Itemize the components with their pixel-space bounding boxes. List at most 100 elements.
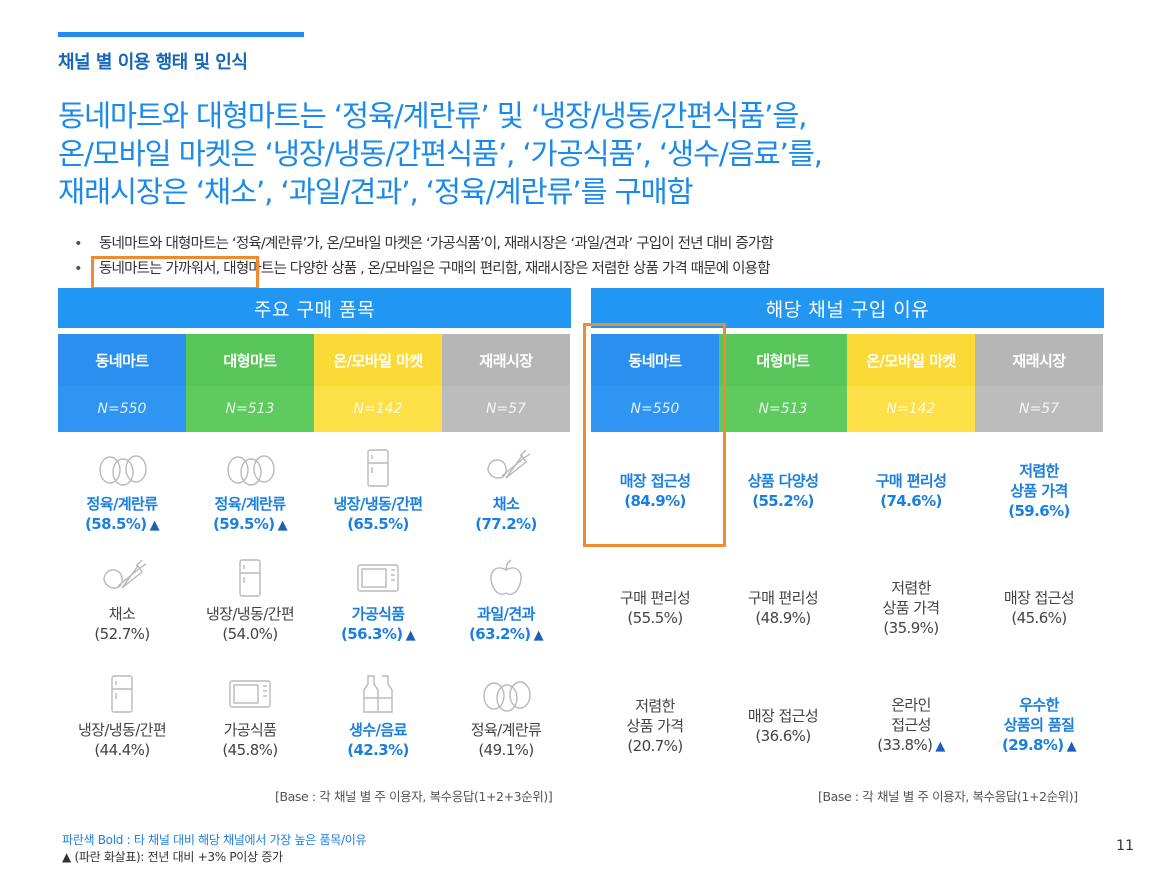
item-cell: 채소 (52.7%) — [58, 556, 186, 666]
item-cell: 가공식품 (56.3%) ▲ — [314, 556, 442, 666]
item-cell: 정육/계란류 (59.5%) ▲ — [186, 446, 314, 550]
item-percent: (77.2%) — [475, 515, 537, 533]
reason-cell: 상품 다양성 (55.2%) — [719, 432, 847, 550]
item-label: 냉장/냉동/간편 — [77, 721, 167, 739]
headline: 동네마트와 대형마트는 ‘정육/계란류’ 및 ‘냉장/냉동/간편식품’을, 온/… — [58, 97, 1058, 211]
channel-name: 대형마트 — [719, 334, 847, 386]
channel-sample: N=142 — [847, 386, 975, 432]
bottles-icon — [352, 672, 404, 716]
item-percent: (63.2%) — [469, 625, 531, 643]
page-number: 11 — [1116, 838, 1134, 854]
channel-header: 재래시장 N=57 — [442, 334, 570, 432]
reason-percent: (55.5%) — [627, 609, 683, 627]
item-cell: 정육/계란류 (49.1%) — [442, 672, 570, 786]
channel-header-row: 동네마트 N=550 대형마트 N=513 온/모바일 마켓 N=142 재래시… — [591, 334, 1103, 432]
channel-name: 재래시장 — [975, 334, 1103, 386]
item-percent: (45.8%) — [222, 741, 278, 759]
item-percent: (49.1%) — [478, 741, 534, 759]
item-label: 채소 — [108, 605, 136, 623]
reason-percent-line: (35.9%) — [883, 618, 939, 638]
item-label: 정육/계란류 — [470, 721, 542, 739]
microwave-icon — [224, 672, 276, 716]
reason-percent-line: (74.6%) — [880, 491, 942, 511]
channel-sample: N=513 — [186, 386, 314, 432]
legend-arrow-note: ▲ (파란 화살표): 전년 대비 +3% P이상 증가 — [62, 850, 283, 864]
channel-sample: N=513 — [719, 386, 847, 432]
highlight-box-bullet — [91, 256, 259, 290]
channel-sample: N=550 — [591, 386, 719, 432]
bullet-item: 동네마트는 가까워서, 대형마트는 다양한 상품 , 온/모바일은 구매의 편리… — [74, 257, 1134, 282]
reason-percent: (74.6%) — [880, 492, 942, 510]
reason-label: 상품의 품질 — [1003, 716, 1075, 734]
reason-percent: (45.6%) — [1011, 609, 1067, 627]
item-percent-line: (65.5%) — [347, 514, 409, 534]
channel-name: 온/모바일 마켓 — [847, 334, 975, 386]
reason-label: 우수한 — [1019, 696, 1059, 714]
item-cell: 가공식품 (45.8%) — [186, 672, 314, 786]
left-base-note: [Base : 각 채널 별 주 이용자, 복수응답(1+2+3순위)] — [275, 789, 553, 804]
vegetables-icon — [96, 556, 148, 600]
purchase-items-grid: 동네마트 N=550 대형마트 N=513 온/모바일 마켓 N=142 재래시… — [58, 334, 570, 786]
reason-cell: 구매 편리성 (55.5%) — [591, 550, 719, 666]
up-arrow-icon: ▲ — [1066, 739, 1077, 754]
channel-header-row: 동네마트 N=550 대형마트 N=513 온/모바일 마켓 N=142 재래시… — [58, 334, 570, 432]
reason-row: 매장 접근성 (84.9%) 상품 다양성 (55.2%) 구매 편리성 (74.6%) 저… — [591, 432, 1103, 550]
highlight-box-reason — [583, 323, 726, 547]
channel-name: 온/모바일 마켓 — [314, 334, 442, 386]
left-banner: 주요 구매 품목 — [58, 288, 571, 328]
legend: 파란색 Bold : 타 채널 대비 해당 채널에서 가장 높은 품목/이유 ▲… — [62, 832, 367, 866]
channel-name: 재래시장 — [442, 334, 570, 386]
reason-label: 구매 편리성 — [747, 589, 819, 607]
reason-row: 구매 편리성 (55.5%) 구매 편리성 (48.9%) 저렴한 상품 가격 (35.9%… — [591, 550, 1103, 666]
fridge-icon — [352, 446, 404, 490]
item-percent-line: (58.5%) ▲ — [85, 514, 160, 536]
reason-label: 구매 편리성 — [875, 472, 947, 490]
reason-label: 구매 편리성 — [619, 589, 691, 607]
item-percent-line: (54.0%) — [222, 624, 278, 644]
item-cell: 생수/음료 (42.3%) — [314, 672, 442, 786]
item-percent: (42.3%) — [347, 741, 409, 759]
reason-percent: (20.7%) — [627, 737, 683, 755]
bullet-item: 동네마트와 대형마트는 ‘정육/계란류’가, 온/모바일 마켓은 ‘가공식품’이… — [74, 232, 1134, 257]
reason-percent: (29.8%) — [1002, 736, 1064, 754]
item-cell: 과일/견과 (63.2%) ▲ — [442, 556, 570, 666]
item-label: 채소 — [492, 495, 520, 513]
reason-label: 상품 다양성 — [747, 472, 819, 490]
apple-icon — [480, 556, 532, 600]
item-cell: 냉장/냉동/간편 (54.0%) — [186, 556, 314, 666]
purchase-reasons-grid: 동네마트 N=550 대형마트 N=513 온/모바일 마켓 N=142 재래시… — [591, 334, 1103, 786]
reason-label: 매장 접근성 — [747, 707, 819, 725]
channel-sample: N=550 — [58, 386, 186, 432]
eggs-icon — [480, 672, 532, 716]
eggs-icon — [224, 446, 276, 490]
reason-label: 상품 가격 — [626, 717, 685, 735]
item-percent-line: (59.5%) ▲ — [213, 514, 288, 536]
microwave-icon — [352, 556, 404, 600]
channel-name: 동네마트 — [58, 334, 186, 386]
reason-label: 상품 가격 — [882, 599, 941, 617]
up-arrow-icon: ▲ — [935, 739, 945, 754]
channel-name: 동네마트 — [591, 334, 719, 386]
reason-row: 저렴한 상품 가격 (20.7%) 매장 접근성 (36.6%) 온라인 접근성 (33.8%… — [591, 666, 1103, 786]
reason-label: 접근성 — [891, 716, 931, 734]
channel-header: 온/모바일 마켓 N=142 — [847, 334, 975, 432]
vegetables-icon — [480, 446, 532, 490]
item-percent: (44.4%) — [94, 741, 150, 759]
headline-line: 재래시장은 ‘채소’, ‘과일/견과’, ‘정육/계란류’를 구매함 — [58, 175, 694, 209]
up-arrow-icon: ▲ — [405, 628, 416, 643]
channel-header: 온/모바일 마켓 N=142 — [314, 334, 442, 432]
reason-percent-line: (29.8%) ▲ — [1002, 735, 1077, 757]
item-cell: 냉장/냉동/간편 (44.4%) — [58, 672, 186, 786]
up-arrow-icon: ▲ — [533, 628, 544, 643]
reason-label: 저렴한 — [635, 697, 675, 715]
item-percent-line: (49.1%) — [478, 740, 534, 760]
item-percent: (52.7%) — [94, 625, 150, 643]
item-percent: (56.3%) — [341, 625, 403, 643]
item-percent-line: (77.2%) — [475, 514, 537, 534]
item-label: 냉장/냉동/간편 — [205, 605, 295, 623]
reasons-body: 매장 접근성 (84.9%) 상품 다양성 (55.2%) 구매 편리성 (74.6%) 저… — [591, 432, 1103, 786]
channel-sample: N=57 — [442, 386, 570, 432]
reason-percent: (36.6%) — [755, 727, 811, 745]
reason-percent: (33.8%) — [877, 736, 933, 754]
